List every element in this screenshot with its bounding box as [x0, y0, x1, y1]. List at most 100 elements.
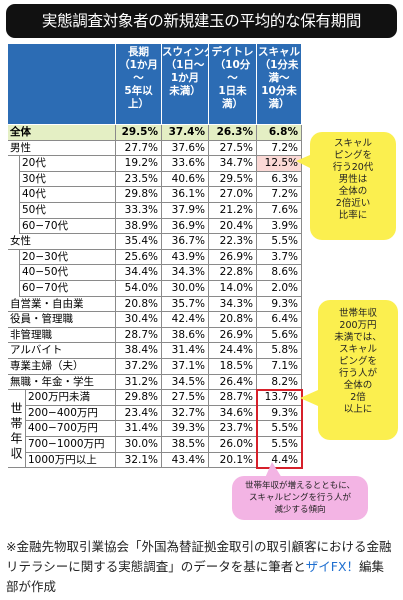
row-label: 40代	[20, 187, 116, 203]
header-line: （10分	[214, 59, 251, 71]
cell-value: 26.0%	[209, 437, 257, 453]
cell-value: 23.4%	[116, 405, 162, 422]
callout-line: 減少する傾向	[274, 505, 326, 515]
highlight-box	[256, 389, 303, 470]
row-label: 40−50代	[20, 265, 116, 281]
indent-cell	[8, 171, 20, 188]
title: 実態調査対象者の新規建玉の平均的な保有期間	[6, 4, 397, 38]
cell-value: 8.2%	[257, 374, 302, 391]
cell-value: 3.7%	[257, 249, 302, 266]
header-line: 満～	[268, 72, 290, 84]
callout-line: 2倍近い	[335, 198, 371, 209]
cell-value: 5.8%	[257, 343, 302, 359]
cell-value: 6.3%	[257, 171, 302, 188]
cell-value: 30.0%	[116, 437, 162, 453]
cell-value: 29.8%	[116, 187, 162, 203]
header-line: スキャル	[258, 46, 300, 58]
cell-value: 7.2%	[257, 187, 302, 203]
cell-value: 29.8%	[116, 390, 162, 406]
row-label: 無職・年金・学生	[8, 374, 116, 391]
cell-value: 33.3%	[116, 203, 162, 219]
cell-value: 12.5%	[257, 156, 302, 172]
indent-cell	[8, 405, 26, 422]
header-line: 10分未	[261, 85, 297, 97]
cell-value: 27.5%	[209, 140, 257, 157]
column-header: デイトレ （10分～ 1日未 満）	[209, 44, 257, 125]
row-label: 400−700万円	[26, 421, 116, 437]
cell-value: 27.0%	[209, 187, 257, 203]
cell-value: 22.8%	[209, 265, 257, 281]
callout-line: ピングを	[338, 356, 377, 367]
callout-line: スキャル	[338, 344, 377, 355]
callout-line: スキャルピングを行う人が	[248, 493, 351, 503]
indent-cell	[8, 437, 26, 453]
cell-value: 7.1%	[257, 359, 302, 375]
indent-cell	[8, 265, 20, 281]
header-corner	[8, 44, 116, 125]
row-label: 50代	[20, 203, 116, 219]
cell-value: 24.4%	[209, 343, 257, 359]
header-line: 満）	[222, 98, 243, 110]
row-label: 自営業・自由業	[8, 296, 116, 313]
cell-value: 3.9%	[257, 218, 302, 235]
row-label: 役員・管理職	[8, 312, 116, 328]
header-line: ～	[133, 72, 144, 84]
cell-value: 36.1%	[162, 187, 209, 203]
header-line: （1か月	[119, 59, 158, 71]
callout: 世帯年収 200万円 未満では、 スキャル ピングを 行う人が 全体の 2倍 以上に	[318, 300, 398, 440]
cell-value: 54.0%	[116, 281, 162, 297]
callout-line: 未満では、	[334, 332, 382, 343]
row-label: 200−400万円	[26, 405, 116, 422]
footer-link[interactable]: ザイFX！	[305, 559, 360, 574]
indent-cell	[8, 218, 20, 235]
row-label: 700−1000万円	[26, 437, 116, 453]
cell-value: 20.1%	[209, 452, 257, 469]
cell-value: 5.5%	[257, 234, 302, 250]
row-label: 全体	[8, 125, 116, 141]
header-line: 長期	[128, 46, 149, 58]
cell-value: 32.1%	[116, 452, 162, 469]
cell-value: 31.2%	[116, 374, 162, 391]
indent-cell	[8, 203, 20, 219]
cell-value: 25.6%	[116, 249, 162, 266]
callout-line: 200万円	[339, 320, 377, 331]
row-label: 20−30代	[20, 249, 116, 266]
indent-cell	[8, 156, 20, 172]
cell-value: 5.6%	[257, 327, 302, 344]
cell-value: 37.9%	[162, 203, 209, 219]
cell-value: 40.6%	[162, 171, 209, 188]
row-label: 女性	[8, 234, 116, 250]
cell-value: 23.5%	[116, 171, 162, 188]
indent-cell	[8, 249, 20, 266]
column-header: 長期 （1か月～ 5年以 上）	[116, 44, 162, 125]
cell-value: 23.7%	[209, 421, 257, 437]
cell-value: 31.4%	[116, 421, 162, 437]
cell-value: 33.6%	[162, 156, 209, 172]
callout: 世帯年収が増えるとともに、 スキャルピングを行う人が 減少する傾向	[232, 476, 368, 520]
header-line: （1日～	[165, 59, 205, 71]
cell-value: 36.7%	[162, 234, 209, 250]
callout-line: スキャル	[333, 138, 372, 149]
callout-line: 全体の	[338, 186, 368, 197]
indent-cell	[8, 421, 26, 437]
cell-value: 34.3%	[162, 265, 209, 281]
cell-value: 26.4%	[209, 374, 257, 391]
cell-value: 43.9%	[162, 249, 209, 266]
header-line: 5年以	[124, 85, 153, 97]
indent-cell	[8, 187, 20, 203]
cell-value: 34.3%	[209, 296, 257, 313]
indent-cell	[8, 390, 26, 406]
header-line: デイトレ	[211, 46, 254, 58]
callout-line: 以上に	[343, 404, 373, 415]
footer-text: 編集部が作成	[6, 559, 385, 594]
cell-value: 20.8%	[209, 312, 257, 328]
callout-line: 行う20代	[332, 162, 374, 173]
cell-value: 38.6%	[162, 327, 209, 344]
callout-line: 行う人が	[338, 368, 377, 379]
cell-value: 19.2%	[116, 156, 162, 172]
row-label: 200万円未満	[26, 390, 116, 406]
cell-value: 6.8%	[257, 125, 302, 141]
cell-value: 37.2%	[116, 359, 162, 375]
cell-value: 43.4%	[162, 452, 209, 469]
cell-value: 38.9%	[116, 218, 162, 235]
